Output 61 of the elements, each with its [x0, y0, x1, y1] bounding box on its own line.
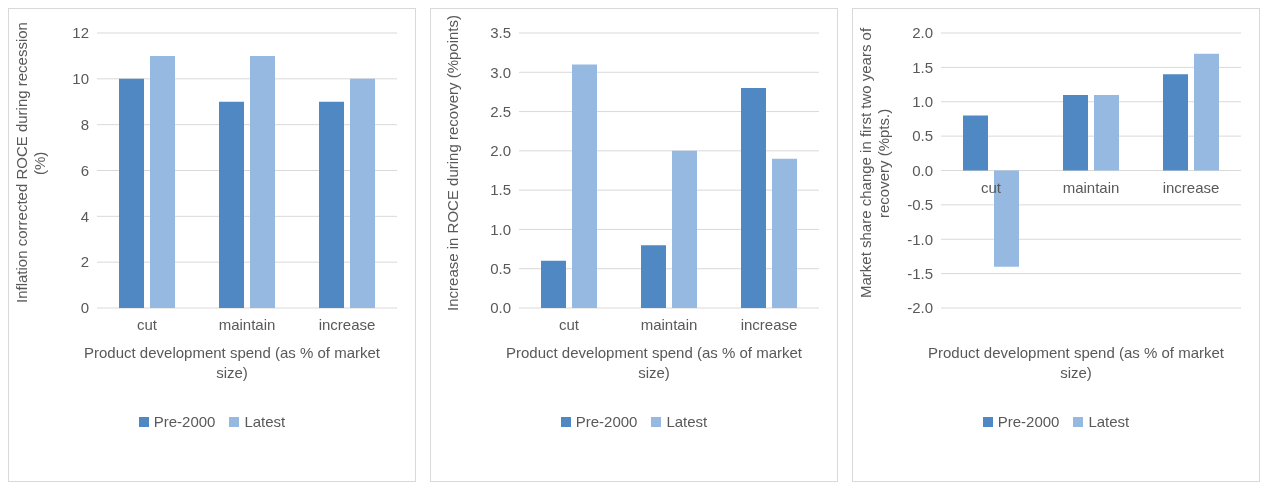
- y-tick-label: 2.0: [490, 142, 511, 160]
- y-tick-label: 1.0: [912, 93, 933, 111]
- y-tick-label: 0.5: [490, 260, 511, 278]
- y-tick-label: 3.5: [490, 24, 511, 42]
- bar: [1194, 53, 1219, 171]
- y-tick-label: -1.5: [907, 264, 933, 282]
- y-tick-label: 1.5: [912, 58, 933, 76]
- x-tick-label: cut: [558, 316, 580, 333]
- legend-label: Pre-2000: [574, 413, 638, 430]
- y-tick-label: 10: [72, 70, 89, 88]
- x-tick-label: maintain: [640, 316, 698, 333]
- bar: [219, 101, 244, 308]
- y-axis-title: Market share change in first two years of recovery (%pts.): [857, 26, 893, 301]
- bar: [1163, 74, 1188, 171]
- bar: [641, 245, 666, 308]
- y-tick-label: 2.5: [490, 102, 511, 120]
- bar: [741, 88, 766, 308]
- legend-label: Latest: [665, 413, 708, 430]
- y-tick-label: 6: [80, 161, 89, 179]
- bar: [963, 115, 988, 171]
- x-tick-label: increase: [318, 316, 376, 333]
- y-tick-label: -1.0: [907, 230, 933, 248]
- y-tick-label: 0.0: [912, 161, 933, 179]
- bar: [1063, 94, 1088, 171]
- y-axis-title: Increase in ROCE during recovery (%points): [444, 15, 462, 311]
- legend-label: Latest: [1087, 413, 1130, 430]
- y-tick-label: 2.0: [912, 24, 933, 42]
- y-tick-label: -0.5: [907, 196, 933, 214]
- legend-label: Pre-2000: [152, 413, 216, 430]
- x-tick-label: increase: [740, 316, 798, 333]
- legend-label: Pre-2000: [996, 413, 1060, 430]
- bar: [672, 150, 697, 308]
- y-axis-title: Inflation corrected ROCE during recession (%): [13, 21, 49, 306]
- y-tick-label: 1.0: [490, 220, 511, 238]
- bar: [319, 101, 344, 308]
- bar: [150, 55, 175, 308]
- x-tick-label: maintain: [218, 316, 276, 333]
- y-tick-label: 4: [80, 207, 89, 225]
- bar: [541, 260, 566, 308]
- y-tick-label: 0.0: [490, 299, 511, 317]
- bar: [772, 158, 797, 308]
- bar: [119, 78, 144, 308]
- legend-label: Latest: [243, 413, 286, 430]
- y-tick-label: 8: [80, 115, 89, 133]
- x-axis-title: Product development spend (as % of market size): [505, 343, 803, 383]
- bar: [572, 64, 597, 308]
- x-axis-title: Product development spend (as % of market size): [927, 343, 1225, 383]
- y-tick-label: 12: [72, 24, 89, 42]
- bar: [350, 78, 375, 308]
- bar: [1094, 94, 1119, 171]
- x-tick-label: increase: [1162, 178, 1220, 196]
- y-tick-label: -2.0: [907, 299, 933, 317]
- x-tick-label: cut: [136, 316, 158, 333]
- y-tick-label: 3.0: [490, 63, 511, 81]
- x-axis-title: Product development spend (as % of market size): [83, 343, 381, 383]
- y-tick-label: 1.5: [490, 181, 511, 199]
- bar: [250, 55, 275, 308]
- x-tick-label: maintain: [1062, 178, 1120, 196]
- y-tick-label: 0.5: [912, 127, 933, 145]
- y-tick-label: 2: [80, 253, 89, 271]
- y-tick-label: 0: [80, 299, 89, 317]
